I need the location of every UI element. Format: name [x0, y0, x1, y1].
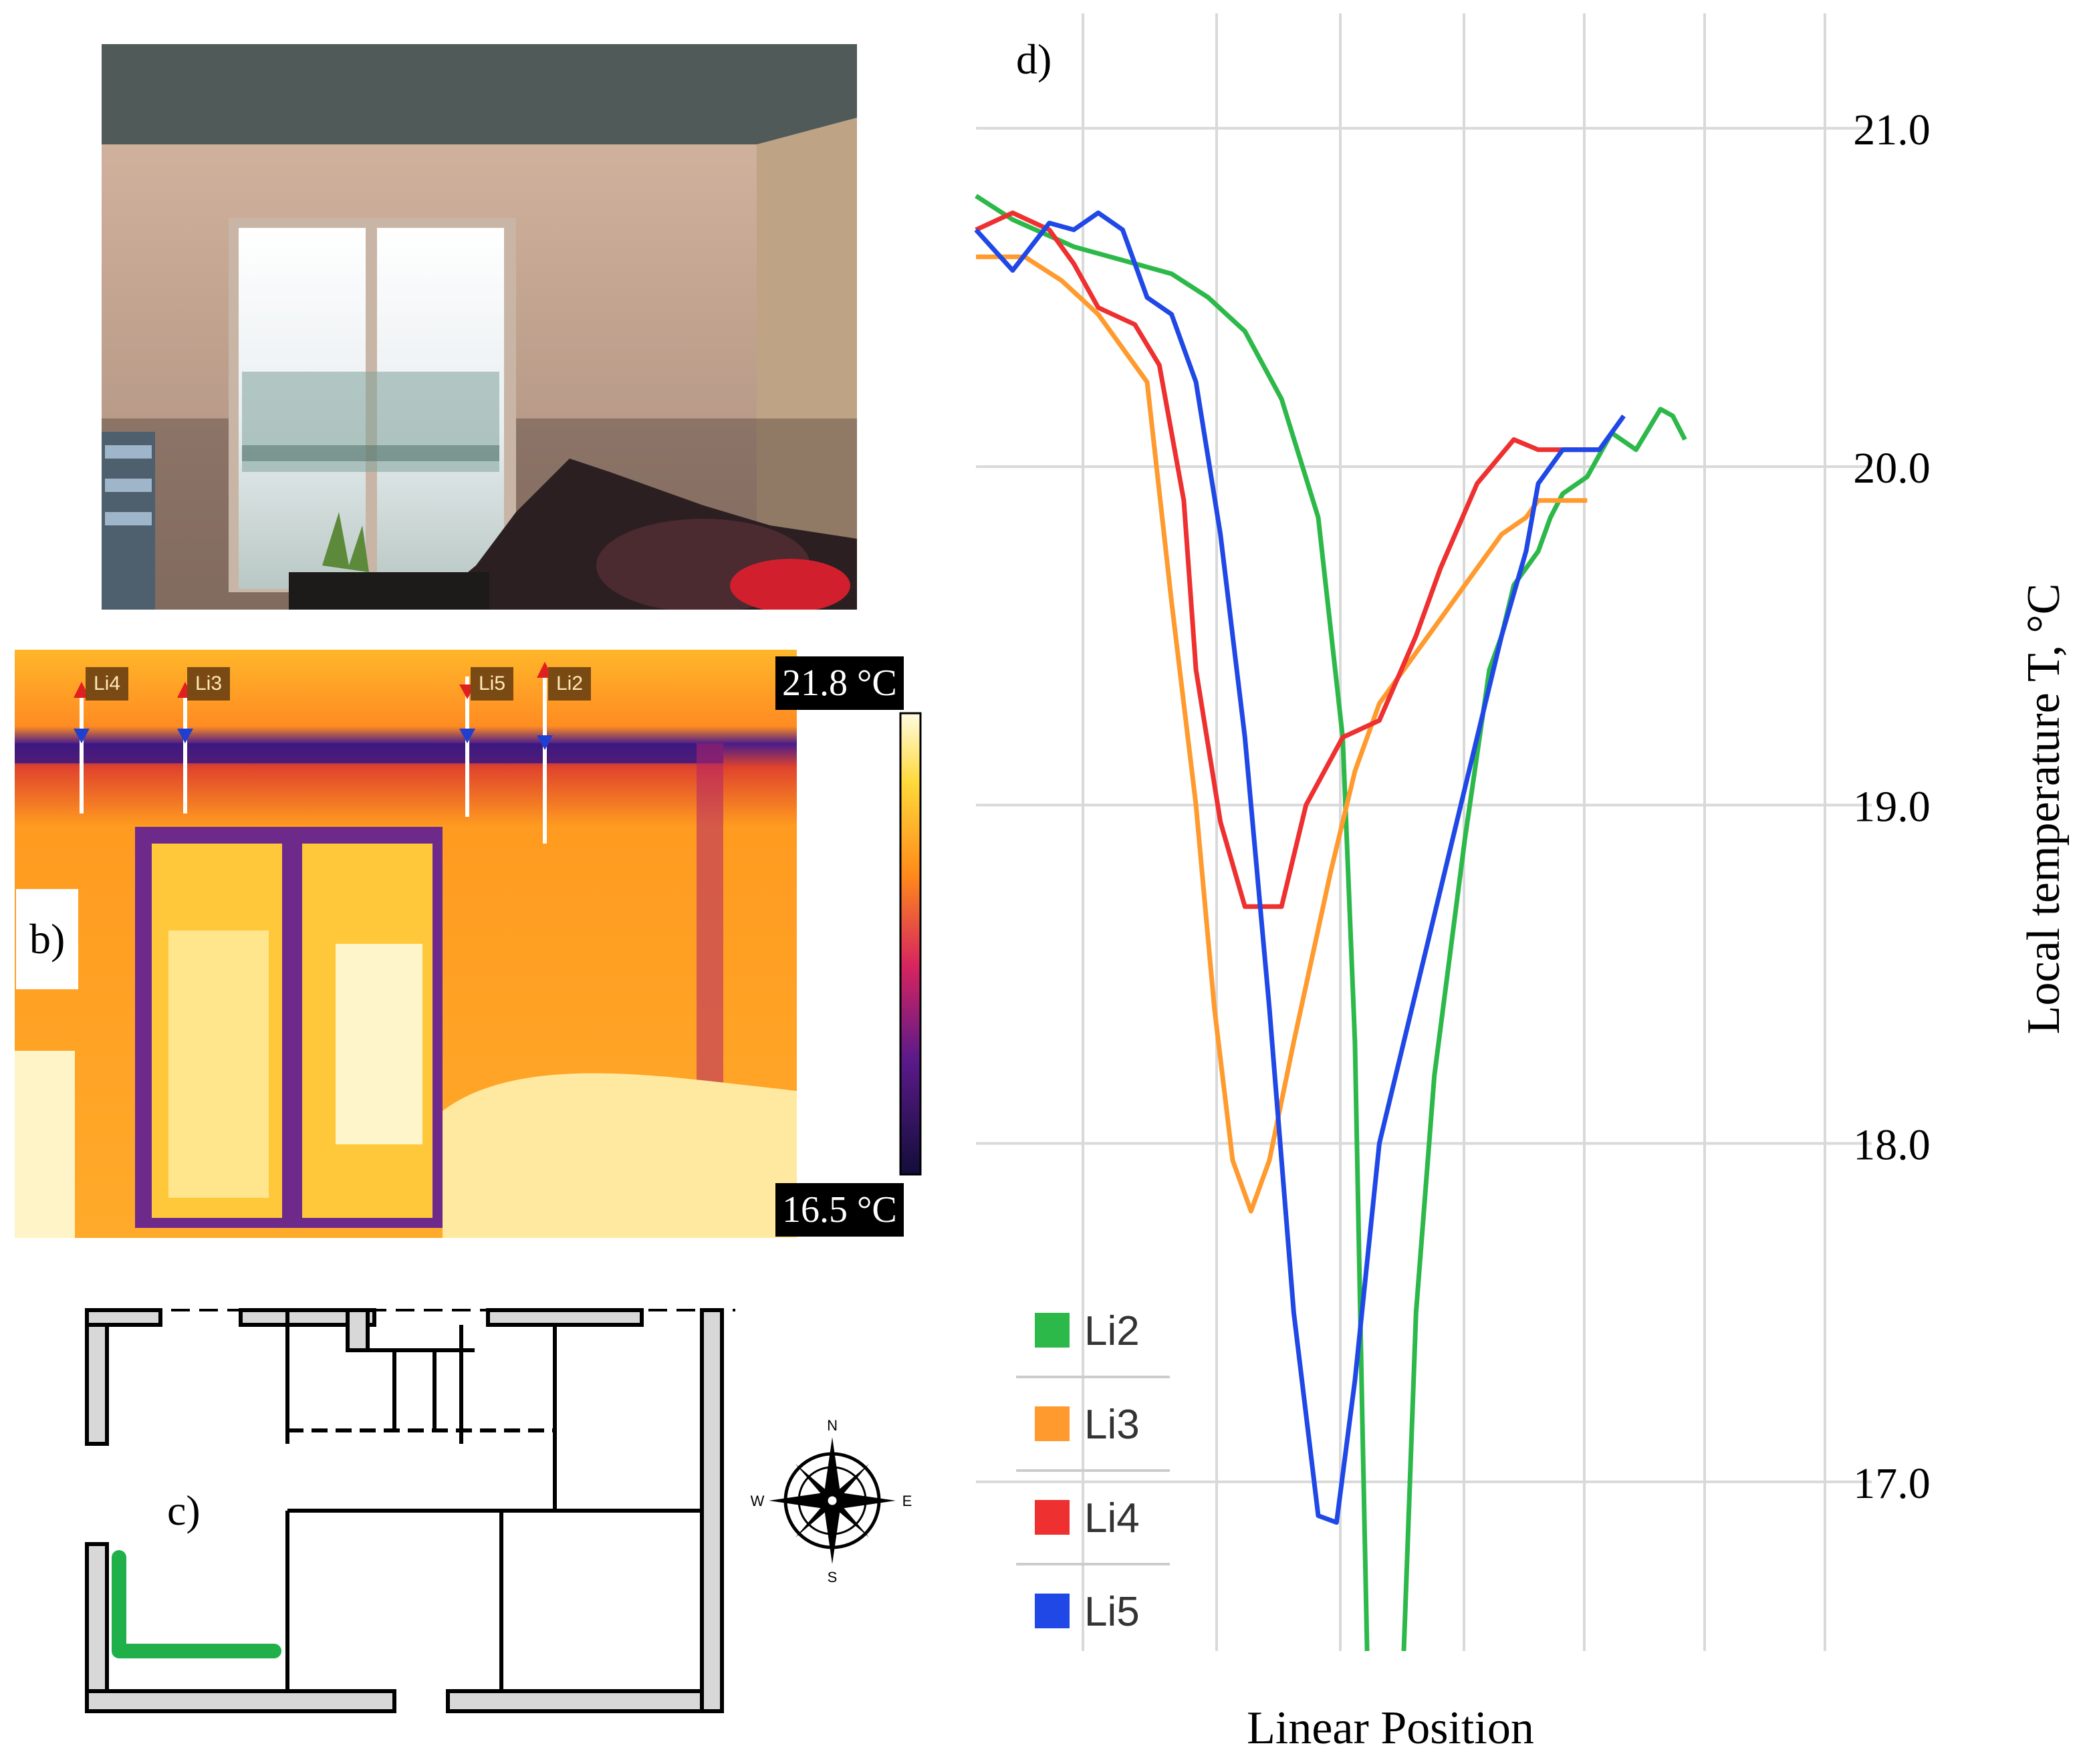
y-tick-label: 20.0: [1853, 444, 1931, 493]
thermal-image: [15, 650, 931, 1238]
compass-rose-icon: N S E W: [751, 1417, 912, 1586]
y-tick-labels: 21.0 20.0 19.0 18.0 17.0: [1853, 106, 1931, 1508]
legend-swatch-li4: [1035, 1500, 1070, 1535]
y-tick-label: 17.0: [1853, 1459, 1931, 1508]
legend-swatch-li2: [1035, 1313, 1070, 1348]
thermal-min-temp: 16.5 °C: [775, 1183, 904, 1237]
y-tick-label: 19.0: [1853, 782, 1931, 831]
panel-d-label: d): [1016, 35, 1052, 83]
panel-c-label: c): [154, 1477, 214, 1544]
temperature-line-chart: 21.020.019.018.017.0 d) Linear Position …: [974, 13, 2070, 1754]
y-tick-label: 21.0: [1853, 106, 1931, 154]
y-axis-label: Local temperature T, °C: [2018, 584, 2070, 1035]
thermal-max-temp: 21.8 °C: [775, 656, 904, 710]
compass-w: W: [751, 1493, 765, 1509]
floor-plan: N S E W: [85, 1308, 912, 1713]
thermal-tag-li3: Li3: [187, 667, 231, 701]
compass-e: E: [902, 1493, 912, 1509]
x-axis-label: Linear Position: [1247, 1703, 1534, 1754]
series-line-li2: [1401, 406, 1687, 1652]
series-line-li2: [975, 194, 1370, 1652]
legend-label-li5: Li5: [1084, 1589, 1140, 1635]
legend-label-li2: Li2: [1084, 1308, 1140, 1354]
thermal-tag-li5: Li5: [471, 667, 514, 701]
series-line-li4: [975, 210, 1600, 909]
chart-lines: [974, 194, 1687, 1652]
legend-label-li4: Li4: [1084, 1495, 1140, 1541]
compass-s: S: [828, 1569, 838, 1586]
panel-b-label: b): [16, 889, 79, 989]
thermal-tag-li2: Li2: [548, 667, 592, 701]
thermal-tag-li4: Li4: [86, 667, 129, 701]
legend-label-li3: Li3: [1084, 1402, 1140, 1448]
y-tick-label: 18.0: [1853, 1121, 1931, 1170]
series-line-li3: [976, 254, 1588, 1214]
chart-legend: Li2 Li3 Li4 Li5: [1016, 1308, 1170, 1635]
compass-n: N: [827, 1417, 838, 1434]
legend-swatch-li5: [1035, 1594, 1070, 1628]
series-line-li5: [974, 210, 1626, 1525]
legend-swatch-li3: [1035, 1406, 1070, 1441]
room-photo: [102, 44, 857, 610]
